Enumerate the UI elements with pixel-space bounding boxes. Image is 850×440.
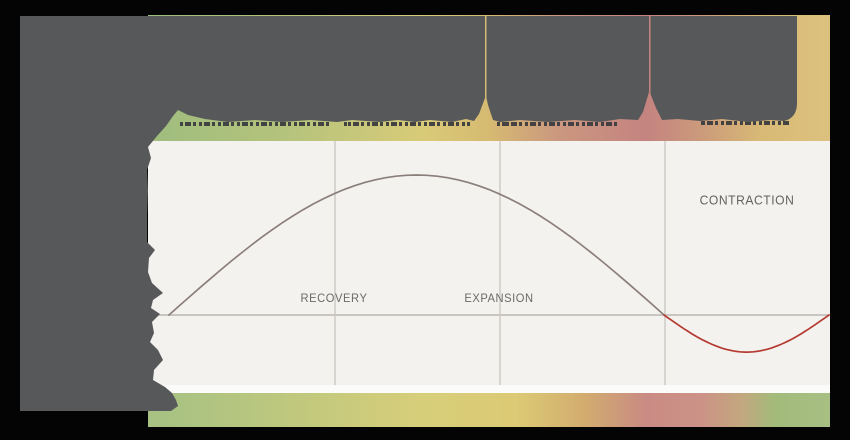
gridline <box>499 141 501 385</box>
obscured-caption-text <box>180 122 330 126</box>
gridline <box>334 141 336 385</box>
baseline-axis <box>148 314 830 316</box>
redaction-blob-left <box>20 16 485 411</box>
redaction-blob-middle <box>486 16 649 122</box>
divider-strip <box>148 385 830 393</box>
cycle-chart-plot-area: RECOVERY EXPANSION CONTRACTION <box>148 141 830 385</box>
cycle-curve-segment <box>168 174 665 316</box>
severity-gradient-bar <box>148 393 830 427</box>
redaction-blob-right <box>650 16 797 122</box>
obscured-caption-text <box>344 122 470 126</box>
cycle-curve-segment <box>663 314 830 353</box>
phase-label-recovery: RECOVERY <box>300 291 368 306</box>
obscured-caption-text <box>700 121 790 125</box>
phase-label-expansion: EXPANSION <box>464 291 534 306</box>
phase-label-contraction: CONTRACTION <box>699 192 794 208</box>
gridline <box>664 141 666 385</box>
obscured-caption-text <box>497 122 620 126</box>
